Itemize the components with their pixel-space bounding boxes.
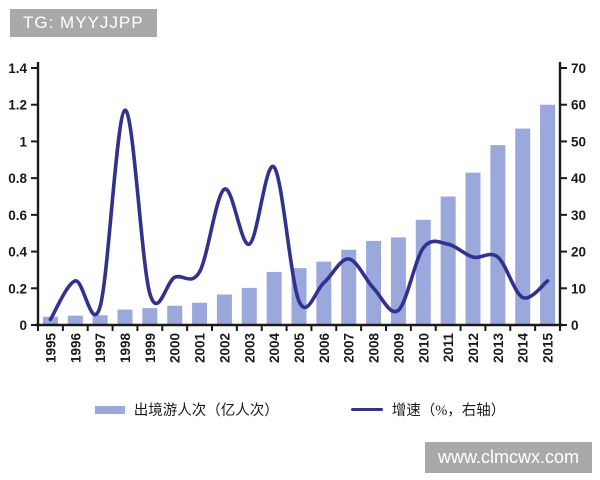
bar-2013 — [490, 145, 506, 325]
x-axis-label-2005: 2005 — [292, 333, 307, 364]
x-axis-label-2013: 2013 — [491, 333, 506, 364]
watermark-top: TG: MYYJJPP — [10, 9, 157, 37]
bar-2000 — [167, 305, 183, 325]
left-axis-tick-label: 1.4 — [8, 61, 27, 76]
x-axis-label-1995: 1995 — [43, 333, 58, 364]
watermark-bottom: www.clmcwx.com — [424, 442, 592, 473]
bar-1997 — [92, 315, 108, 325]
left-axis-tick-label: 0.2 — [8, 281, 27, 296]
left-axis-tick-label: 1.2 — [8, 98, 27, 113]
x-axis-label-1996: 1996 — [68, 333, 83, 364]
x-axis-label-2012: 2012 — [466, 333, 481, 363]
growth-rate-line — [48, 108, 550, 322]
bar-2014 — [515, 128, 531, 325]
x-axis-label-2001: 2001 — [193, 333, 208, 364]
right-axis-tick-label: 10 — [571, 281, 586, 296]
right-axis-tick-label: 40 — [571, 171, 586, 186]
x-axis-label-2007: 2007 — [342, 333, 357, 363]
left-axis-tick-label: 0 — [19, 318, 27, 333]
x-axis-label-2008: 2008 — [367, 333, 382, 364]
bar-series-swatch — [94, 405, 125, 414]
legend-item-line-series: 增速（%，右轴） — [350, 399, 506, 420]
bar-2012 — [465, 172, 481, 325]
bar-2008 — [366, 240, 382, 325]
right-axis-tick-label: 60 — [571, 98, 586, 113]
right-axis-tick-label: 20 — [571, 245, 586, 260]
x-axis-label-1999: 1999 — [143, 333, 158, 363]
x-axis-label-2004: 2004 — [267, 333, 282, 364]
right-axis-tick-label: 50 — [571, 134, 586, 149]
left-axis-tick-label: 1 — [19, 134, 27, 149]
x-axis-label-2000: 2000 — [168, 333, 183, 363]
chart-legend: 出境游人次（亿人次） 增速（%，右轴） — [0, 399, 600, 420]
bar-1996 — [67, 315, 83, 325]
bar-2006 — [316, 261, 332, 325]
x-axis-label-2015: 2015 — [541, 333, 556, 364]
x-axis-label-2009: 2009 — [391, 333, 406, 363]
bar-1999 — [142, 308, 158, 325]
line-series-label: 增速（%，右轴） — [391, 403, 506, 419]
bar-2011 — [440, 196, 456, 325]
bar-2010 — [415, 219, 431, 325]
x-axis-label-2002: 2002 — [217, 333, 232, 363]
bar-2015 — [540, 104, 556, 325]
bar-2007 — [341, 249, 357, 325]
bar-1998 — [117, 309, 133, 325]
bar-2002 — [216, 294, 232, 325]
left-axis-tick-label: 0.4 — [8, 245, 27, 260]
x-axis-label-2010: 2010 — [416, 333, 431, 363]
right-axis-tick-label: 0 — [571, 318, 579, 333]
line-series-swatch — [350, 407, 383, 412]
bar-2003 — [241, 287, 257, 325]
x-axis-label-2006: 2006 — [317, 333, 332, 364]
left-axis-tick-label: 0.6 — [8, 208, 27, 223]
x-axis-label-2011: 2011 — [441, 333, 456, 363]
right-axis-tick-label: 70 — [571, 61, 586, 76]
x-axis-label-2014: 2014 — [516, 333, 531, 364]
legend-item-bar-series: 出境游人次（亿人次） — [94, 399, 279, 420]
x-axis-label-2003: 2003 — [242, 333, 257, 364]
x-axis-label-1998: 1998 — [118, 333, 133, 364]
bar-series-label: 出境游人次（亿人次） — [133, 403, 279, 419]
right-axis-tick-label: 30 — [571, 208, 586, 223]
x-axis-label-1997: 1997 — [93, 333, 108, 363]
bar-2001 — [192, 302, 208, 325]
left-axis-tick-label: 0.8 — [8, 171, 27, 186]
bar-2004 — [266, 271, 282, 325]
